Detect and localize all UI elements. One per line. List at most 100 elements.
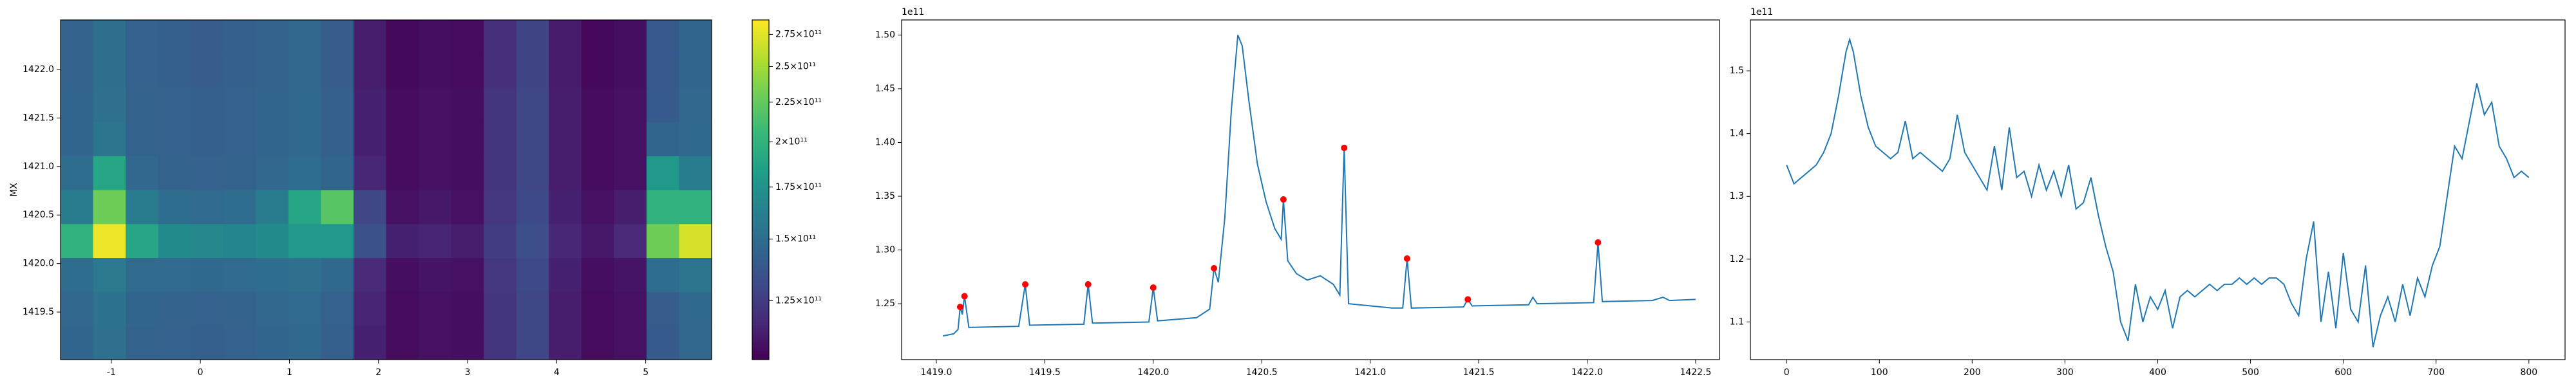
heatmap-cell <box>126 20 159 55</box>
heatmap-cell <box>516 326 549 360</box>
colorbar-swatch <box>752 68 769 71</box>
heatmap-cell <box>126 257 159 292</box>
colorbar-swatch <box>752 212 769 216</box>
axes-frame <box>60 19 712 360</box>
heatmap-cell <box>223 20 256 55</box>
heatmap-cell <box>256 87 289 122</box>
colorbar-swatch <box>752 71 769 75</box>
x-tick-label: 100 <box>1871 367 1888 378</box>
heatmap-cell <box>386 190 419 225</box>
colorbar-swatch <box>752 113 769 117</box>
heatmap-cell <box>484 20 517 55</box>
heatmap-cell <box>646 326 679 360</box>
colorbar-swatch <box>752 280 769 284</box>
colorbar-swatch <box>752 73 769 77</box>
colorbar-swatch <box>752 172 769 176</box>
colorbar-swatch <box>752 127 769 131</box>
heatmap-cell <box>646 87 679 122</box>
colorbar-tick-label: 2.25×10¹¹ <box>775 97 822 107</box>
heatmap-cell <box>61 20 94 55</box>
heatmap-cell <box>679 156 712 190</box>
x-tick-label: 4 <box>554 367 560 378</box>
axes-frame <box>901 19 1720 360</box>
heatmap-cell <box>288 156 321 190</box>
heatmap-cell <box>353 291 386 326</box>
peak-marker <box>956 304 963 311</box>
colorbar-swatch <box>752 147 769 151</box>
heatmap-cell <box>223 291 256 326</box>
y-tick-label: 1420.5 <box>23 210 54 220</box>
heatmap-cell <box>484 53 517 89</box>
heatmap-cell <box>321 156 354 190</box>
colorbar-frame <box>752 19 770 360</box>
heatmap-cell <box>549 53 582 89</box>
x-tick-label: 1422.5 <box>1680 367 1711 378</box>
colorbar-swatch <box>752 34 769 37</box>
heatmap-cell <box>288 87 321 122</box>
peak-marker <box>1403 255 1410 262</box>
colorbar-tick-label: 2.5×10¹¹ <box>775 61 816 71</box>
x-tick-label: 400 <box>2149 367 2166 378</box>
colorbar-swatch <box>752 20 769 23</box>
heatmap-cell <box>484 87 517 122</box>
heatmap-cell <box>93 87 126 122</box>
colorbar-tick-label: 2×10¹¹ <box>775 137 808 147</box>
heatmap-cell <box>61 87 94 122</box>
peak-marker <box>961 293 968 300</box>
heatmap-cell <box>256 223 289 259</box>
colorbar-swatch <box>752 53 769 57</box>
colorbar-tick-label: 2.75×10¹¹ <box>775 29 822 39</box>
heatmap-cell <box>223 156 256 190</box>
colorbar-swatch <box>752 221 769 225</box>
colorbar-swatch <box>752 209 769 213</box>
heatmap-cell <box>549 87 582 122</box>
colorbar-swatch <box>752 311 769 315</box>
heatmap-cell <box>126 326 159 360</box>
heatmap-cell <box>223 122 256 156</box>
heatmap-cell <box>386 291 419 326</box>
heatmap-cell <box>256 291 289 326</box>
colorbar-swatch <box>752 303 769 306</box>
heatmap-cell <box>126 156 159 190</box>
x-tick-label: 700 <box>2427 367 2445 378</box>
heatmap-cell <box>451 291 484 326</box>
colorbar-swatch <box>752 124 769 128</box>
heatmap-cell <box>614 257 647 292</box>
heatmap-cell <box>419 291 452 326</box>
colorbar-swatch <box>752 289 769 292</box>
heatmap-cell <box>353 87 386 122</box>
heatmap-cell <box>321 257 354 292</box>
colorbar-swatch <box>752 37 769 41</box>
y-tick-label: 1.4 <box>1730 129 1744 139</box>
heatmap-cell <box>679 53 712 89</box>
colorbar-swatch <box>752 229 769 233</box>
heatmap-cell <box>419 87 452 122</box>
heatmap-cell <box>223 87 256 122</box>
heatmap-cell <box>451 122 484 156</box>
heatmap-cell <box>223 190 256 225</box>
heatmap-cell <box>386 257 419 292</box>
heatmap-cell <box>614 326 647 360</box>
heatmap-cell <box>646 223 679 259</box>
heatmap-cell <box>191 53 224 89</box>
heatmap-cell <box>93 122 126 156</box>
heatmap-cell <box>353 190 386 225</box>
heatmap-cell <box>581 257 614 292</box>
heatmap-cell <box>419 257 452 292</box>
heatmap-cell <box>451 223 484 259</box>
heatmap-cell <box>353 122 386 156</box>
colorbar-swatch <box>752 51 769 55</box>
heatmap-cell <box>484 190 517 225</box>
peak-marker <box>1150 284 1157 291</box>
heatmap-cell <box>288 326 321 360</box>
colorbar-swatch <box>752 252 769 255</box>
colorbar-swatch <box>752 345 769 349</box>
colorbar-swatch <box>752 356 769 360</box>
colorbar-swatch <box>752 170 769 174</box>
y-tick-label: 1.2 <box>1730 254 1744 264</box>
colorbar-swatch <box>752 93 769 97</box>
heatmap-cell <box>256 122 289 156</box>
colorbar-swatch <box>752 105 769 108</box>
colorbar-swatch <box>752 42 769 46</box>
colorbar-swatch <box>752 354 769 358</box>
